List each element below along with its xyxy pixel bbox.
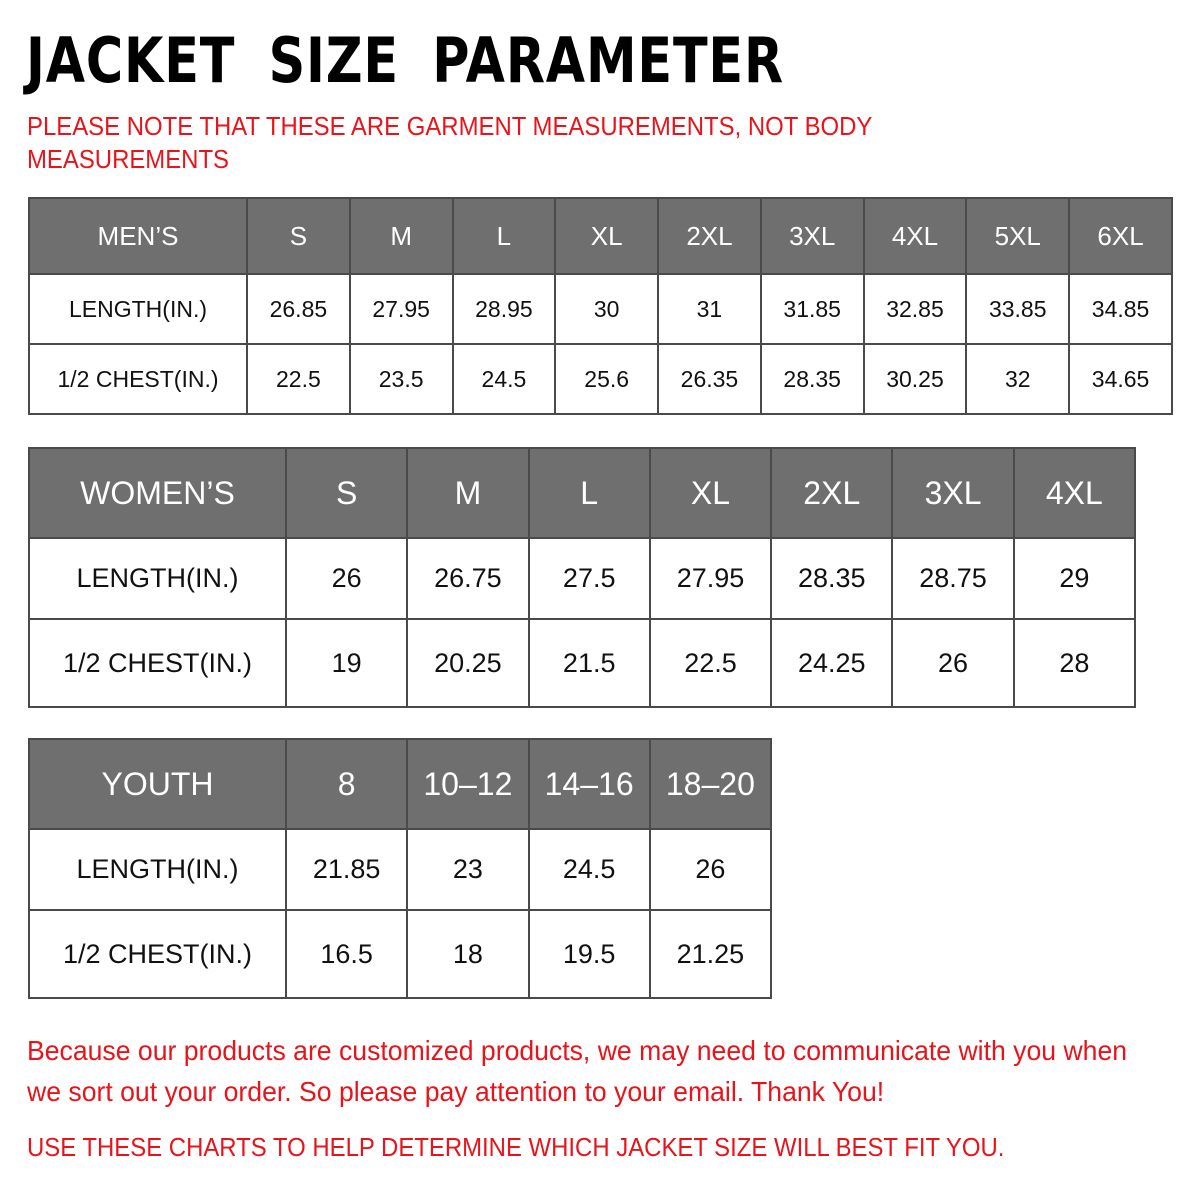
- measurement-cell: 33.85: [965, 273, 1071, 345]
- measurement-cell: 16.5: [284, 909, 409, 999]
- measurement-cell: 34.85: [1068, 273, 1173, 345]
- size-header: S: [284, 447, 409, 539]
- size-header: 18–20: [648, 738, 773, 830]
- row-label: 1/2 CHEST(IN.): [28, 618, 287, 708]
- table-row: LENGTH(IN.) 26 26.75 27.5 27.95 28.35 28.75 29: [28, 537, 1137, 620]
- row-label: LENGTH(IN.): [28, 828, 287, 911]
- measurement-cell: 25.6: [554, 343, 660, 415]
- measurement-cell: 22.5: [648, 618, 773, 708]
- size-header: 10–12: [406, 738, 530, 830]
- measurement-cell: 26: [284, 537, 409, 620]
- measurement-cell: 24.5: [527, 828, 651, 911]
- table-row: 1/2 CHEST(IN.) 19 20.25 21.5 22.5 24.25 26 28: [28, 618, 1137, 708]
- size-header: 3XL: [891, 447, 1015, 539]
- measurement-cell: 28.95: [451, 273, 557, 345]
- size-header: XL: [648, 447, 773, 539]
- size-header: L: [527, 447, 651, 539]
- measurement-cell: 19: [284, 618, 409, 708]
- size-header: M: [406, 447, 530, 539]
- measurement-cell: 28.35: [759, 343, 865, 415]
- measurement-cell: 27.5: [527, 537, 651, 620]
- row-label: LENGTH(IN.): [28, 273, 248, 345]
- header-row: MEN’S S M L XL 2XL 3XL 4XL 5XL 6XL: [28, 197, 1173, 275]
- mens-size-table: MEN’S S M L XL 2XL 3XL 4XL 5XL 6XL LENGTH(IN.) 26.8…: [28, 197, 1173, 415]
- measurement-cell: 24.5: [451, 343, 557, 415]
- measurement-cell: 22.5: [246, 343, 351, 415]
- size-header: 4XL: [862, 197, 968, 275]
- measurement-cell: 32.85: [862, 273, 968, 345]
- measurement-cell: 23: [406, 828, 530, 911]
- table-row: LENGTH(IN.) 26.85 27.95 28.95 30 31 31.85 32.85…: [28, 273, 1173, 345]
- customization-notice: Because our products are customized prod…: [27, 1035, 1128, 1107]
- size-header: XL: [554, 197, 660, 275]
- measurement-cell: 20.25: [406, 618, 530, 708]
- measurement-cell: 18: [406, 909, 530, 999]
- measurement-cell: 24.25: [770, 618, 894, 708]
- measurement-cell: 27.95: [648, 537, 773, 620]
- row-label: 1/2 CHEST(IN.): [28, 909, 287, 999]
- measurement-cell: 26.35: [657, 343, 762, 415]
- measurement-cell: 30.25: [862, 343, 968, 415]
- measurement-cell: 28.35: [770, 537, 894, 620]
- measurement-cell: 21.25: [648, 909, 773, 999]
- size-header: 14–16: [527, 738, 651, 830]
- measurement-cell: 23.5: [348, 343, 454, 415]
- size-header: 3XL: [759, 197, 865, 275]
- table-label: WOMEN’S: [28, 447, 287, 539]
- measurement-cell: 19.5: [527, 909, 651, 999]
- measurement-cell: 26.75: [406, 537, 530, 620]
- measurement-cell: 28: [1012, 618, 1137, 708]
- measurement-cell: 31: [657, 273, 762, 345]
- table-row: 1/2 CHEST(IN.) 16.5 18 19.5 21.25: [28, 909, 773, 999]
- size-header: 8: [284, 738, 409, 830]
- size-header: 5XL: [965, 197, 1071, 275]
- youth-size-table: YOUTH 8 10–12 14–16 18–20 LENGTH(IN.) 21.85 23 2…: [28, 738, 773, 999]
- measurement-cell: 21.85: [284, 828, 409, 911]
- row-label: 1/2 CHEST(IN.): [28, 343, 248, 415]
- header-row: WOMEN’S S M L XL 2XL 3XL 4XL: [28, 447, 1137, 539]
- size-header: S: [246, 197, 351, 275]
- measurement-cell: 26: [891, 618, 1015, 708]
- measurement-cell: 29: [1012, 537, 1137, 620]
- size-header: M: [348, 197, 454, 275]
- table-label: MEN’S: [28, 197, 248, 275]
- measurement-cell: 27.95: [348, 273, 454, 345]
- size-header: 6XL: [1068, 197, 1173, 275]
- table-row: LENGTH(IN.) 21.85 23 24.5 26: [28, 828, 773, 911]
- table-label: YOUTH: [28, 738, 287, 830]
- size-header: L: [451, 197, 557, 275]
- chart-usage-note: USE THESE CHARTS TO HELP DETERMINE WHICH…: [27, 1132, 1005, 1162]
- measurement-cell: 34.65: [1068, 343, 1173, 415]
- table-row: 1/2 CHEST(IN.) 22.5 23.5 24.5 25.6 26.35 28.35…: [28, 343, 1173, 415]
- header-row: YOUTH 8 10–12 14–16 18–20: [28, 738, 773, 830]
- size-header: 2XL: [770, 447, 894, 539]
- size-header: 2XL: [657, 197, 762, 275]
- size-header: 4XL: [1012, 447, 1137, 539]
- measurement-cell: 32: [965, 343, 1071, 415]
- measurement-cell: 28.75: [891, 537, 1015, 620]
- measurement-cell: 31.85: [759, 273, 865, 345]
- measurement-note-line1: PLEASE NOTE THAT THESE ARE GARMENT MEASU…: [27, 111, 873, 141]
- page-title: JACKET SIZE PARAMETER: [26, 24, 784, 97]
- womens-size-table: WOMEN’S S M L XL 2XL 3XL 4XL LENGTH(IN.) 26 26.75 2…: [28, 447, 1137, 708]
- measurement-cell: 21.5: [527, 618, 651, 708]
- measurement-note-line2: MEASUREMENTS: [27, 144, 230, 174]
- measurement-cell: 26.85: [246, 273, 351, 345]
- measurement-cell: 30: [554, 273, 660, 345]
- measurement-cell: 26: [648, 828, 773, 911]
- row-label: LENGTH(IN.): [28, 537, 287, 620]
